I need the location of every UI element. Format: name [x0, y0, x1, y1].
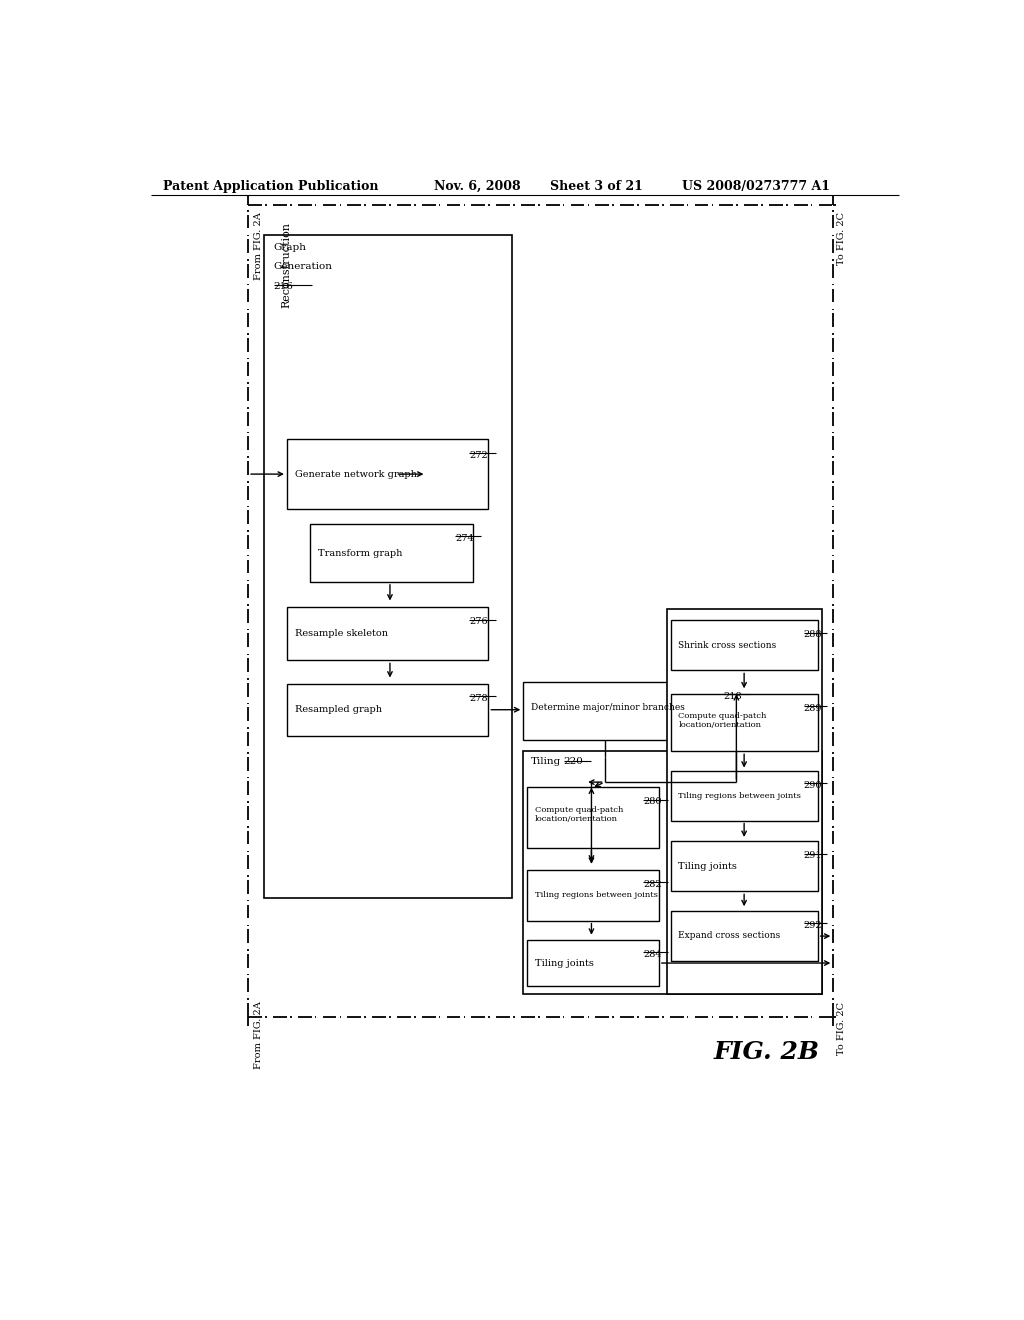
Text: FIG. 2B: FIG. 2B — [713, 1040, 819, 1064]
Text: Tiling joints: Tiling joints — [535, 958, 594, 968]
Bar — [310, 524, 473, 582]
Text: Resampled graph: Resampled graph — [295, 705, 382, 714]
Bar — [671, 911, 818, 961]
Bar — [263, 235, 512, 898]
Text: 278: 278 — [469, 693, 487, 702]
Text: Generation: Generation — [273, 263, 333, 272]
Text: Resample skeleton: Resample skeleton — [295, 630, 388, 638]
Bar — [671, 841, 818, 891]
Text: To FIG. 2C: To FIG. 2C — [838, 1002, 846, 1055]
Bar — [523, 751, 821, 994]
Text: 220: 220 — [563, 758, 584, 767]
Text: 291: 291 — [804, 851, 822, 861]
Text: Tiling regions between joints: Tiling regions between joints — [678, 792, 801, 800]
Text: Shrink cross sections: Shrink cross sections — [678, 642, 776, 649]
Text: 282: 282 — [643, 880, 662, 888]
Text: 290: 290 — [804, 780, 822, 789]
Text: 272: 272 — [469, 451, 487, 459]
Bar — [671, 620, 818, 671]
Text: Patent Application Publication: Patent Application Publication — [163, 180, 379, 193]
Text: 218: 218 — [723, 692, 741, 701]
Bar — [287, 440, 488, 508]
Text: From FIG. 2A: From FIG. 2A — [254, 213, 262, 280]
Text: Transform graph: Transform graph — [317, 549, 402, 557]
Text: Tiling joints: Tiling joints — [678, 862, 737, 871]
Text: US 2008/0273777 A1: US 2008/0273777 A1 — [682, 180, 830, 193]
Bar — [671, 693, 818, 751]
Text: Tiling: Tiling — [531, 758, 561, 767]
Text: Nov. 6, 2008: Nov. 6, 2008 — [434, 180, 521, 193]
Text: 274: 274 — [455, 535, 474, 543]
Bar — [287, 684, 488, 737]
Bar — [527, 788, 658, 847]
Bar — [527, 940, 658, 986]
Text: Tiling regions between joints: Tiling regions between joints — [535, 891, 657, 899]
Bar — [527, 870, 658, 921]
Bar — [671, 771, 818, 821]
Text: Graph: Graph — [273, 243, 307, 252]
Text: Expand cross sections: Expand cross sections — [678, 931, 780, 940]
Text: Compute quad-patch
location/orientation: Compute quad-patch location/orientation — [678, 711, 767, 729]
Text: Compute quad-patch
location/orientation: Compute quad-patch location/orientation — [535, 805, 624, 824]
Bar — [523, 682, 740, 739]
Text: Generate network graph: Generate network graph — [295, 470, 417, 479]
Text: To FIG. 2C: To FIG. 2C — [838, 213, 846, 265]
Text: Determine major/minor branches: Determine major/minor branches — [531, 702, 685, 711]
Text: Reconstruction: Reconstruction — [282, 222, 292, 308]
Text: From FIG. 2A: From FIG. 2A — [254, 1002, 262, 1069]
Text: 280: 280 — [643, 797, 662, 807]
Text: 276: 276 — [469, 618, 487, 626]
Text: 292: 292 — [804, 921, 822, 929]
Text: 216: 216 — [273, 281, 294, 290]
Bar — [667, 609, 821, 994]
Bar — [287, 607, 488, 660]
Text: 284: 284 — [643, 950, 662, 958]
Text: 289: 289 — [804, 704, 822, 713]
Text: Sheet 3 of 21: Sheet 3 of 21 — [550, 180, 643, 193]
Text: 288: 288 — [804, 631, 822, 639]
